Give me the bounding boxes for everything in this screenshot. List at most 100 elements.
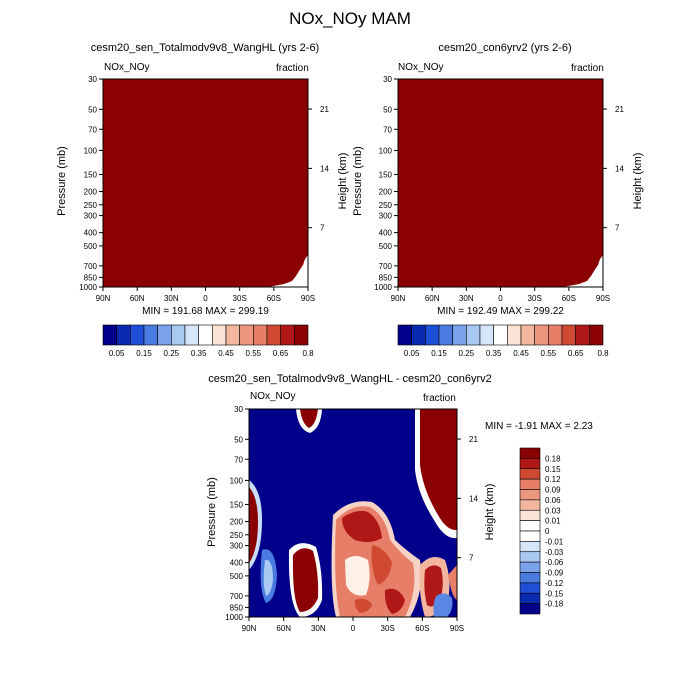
y-tick-label: 200 xyxy=(379,188,393,197)
x-tick-label: 90N xyxy=(391,294,406,303)
panel2-field xyxy=(398,79,603,287)
panel2-title: cesm20_con6yrv2 (yrs 2-6) xyxy=(438,42,572,54)
colorbar-swatch xyxy=(519,603,541,615)
y-tick-label: 200 xyxy=(230,518,244,527)
colorbar-swatch xyxy=(519,489,541,501)
colorbar-label: -0.12 xyxy=(545,579,564,588)
y-tick-label: 250 xyxy=(84,201,98,210)
colorbar-swatch xyxy=(519,561,541,573)
y-tick-label: 50 xyxy=(88,105,97,114)
colorbar-label: 0.55 xyxy=(246,349,262,358)
colorbar-label: -0.09 xyxy=(545,569,564,578)
y-tick-label: 400 xyxy=(379,229,393,238)
colorbar-label: 0.8 xyxy=(302,349,314,358)
y2-tick-label: 14 xyxy=(469,494,478,503)
y-tick-label: 850 xyxy=(379,273,393,282)
colorbar-label: 0.35 xyxy=(486,349,502,358)
y-tick-label: 300 xyxy=(84,212,98,221)
panel2-right-label: fraction xyxy=(571,63,604,74)
y-tick-label: 850 xyxy=(230,603,244,612)
y-tick-label: 500 xyxy=(379,242,393,251)
panel2-colorbar: 0.05 0.15 0.25 0.35 0.45 0.55 0.65 0.8 xyxy=(397,324,609,358)
y-tick-label: 1000 xyxy=(374,283,392,292)
panel1-left-label: NOx_NOy xyxy=(104,62,150,73)
y-tick-label: 200 xyxy=(84,188,98,197)
colorbar-label: 0.15 xyxy=(545,465,561,474)
x-tick-label: 60S xyxy=(562,294,576,303)
colorbar-swatch xyxy=(519,551,541,563)
panel1-title: cesm20_sen_Totalmodv9v8_WangHL (yrs 2-6) xyxy=(90,42,320,54)
colorbar-label: 0.25 xyxy=(459,349,475,358)
colorbar-label: 0.45 xyxy=(513,349,529,358)
panel3-left-label: NOx_NOy xyxy=(250,391,296,402)
panel1-right-label: fraction xyxy=(276,63,309,74)
panel2-left-label: NOx_NOy xyxy=(398,62,444,73)
x-tick-label: 0 xyxy=(351,624,356,633)
colorbar-label: 0.65 xyxy=(568,349,584,358)
x-tick-label: 90N xyxy=(96,294,111,303)
panel1-stats: MIN = 191.68 MAX = 299.19 xyxy=(142,306,269,317)
blob-right-top xyxy=(415,409,457,539)
y2-tick-label: 14 xyxy=(615,164,624,173)
y-tick-label: 50 xyxy=(383,105,392,114)
page-title: NOx_NOy MAM xyxy=(289,9,411,28)
colorbar-swatch xyxy=(519,582,541,594)
x-tick-label: 30S xyxy=(381,624,395,633)
colorbar-label: 0.05 xyxy=(109,349,125,358)
colorbar-label: 0.05 xyxy=(404,349,420,358)
y-tick-label: 30 xyxy=(383,75,392,84)
x-tick-label: 60S xyxy=(267,294,281,303)
colorbar-swatch xyxy=(519,509,541,521)
x-tick-label: 30S xyxy=(233,294,247,303)
colorbar-swatch xyxy=(519,520,541,532)
y2-tick-label: 7 xyxy=(615,224,620,233)
x-tick-label: 60N xyxy=(425,294,440,303)
blob-left xyxy=(249,480,262,570)
colorbar-label: 0.35 xyxy=(191,349,207,358)
colorbar-label: 0.25 xyxy=(164,349,180,358)
colorbar-label: 0.55 xyxy=(541,349,557,358)
y-tick-label: 500 xyxy=(230,572,244,581)
y2-tick-label: 21 xyxy=(320,105,329,114)
y2-tick-label: 21 xyxy=(469,435,478,444)
y-tick-label: 70 xyxy=(234,455,243,464)
blob-central xyxy=(331,501,422,617)
x-tick-label: 30N xyxy=(164,294,179,303)
y-tick-label: 150 xyxy=(230,500,244,509)
panel1-colorbar: 0.05 0.15 0.25 0.35 0.45 0.55 0.65 0.8 xyxy=(102,324,314,358)
y-tick-label: 300 xyxy=(379,212,393,221)
y-tick-label: 400 xyxy=(84,229,98,238)
x-tick-label: 30N xyxy=(311,624,326,633)
y2-tick-label: 21 xyxy=(615,105,624,114)
blob-top xyxy=(296,409,322,433)
x-tick-label: 60N xyxy=(130,294,145,303)
colorbar-swatch xyxy=(519,572,541,584)
colorbar-label: -0.15 xyxy=(545,589,564,598)
colorbar-swatch xyxy=(519,499,541,511)
colorbar-label: 0.01 xyxy=(545,517,561,526)
blob-lower-45n xyxy=(288,543,323,617)
colorbar-label: 0.09 xyxy=(545,486,561,495)
colorbar-swatch xyxy=(294,324,309,346)
y-tick-label: 500 xyxy=(84,242,98,251)
colorbar-label: -0.06 xyxy=(545,558,564,567)
colorbar-label: -0.03 xyxy=(545,548,564,557)
x-tick-label: 60S xyxy=(415,624,429,633)
y-tick-label: 700 xyxy=(84,262,98,271)
x-tick-label: 90S xyxy=(450,624,464,633)
colorbar-label: -0.01 xyxy=(545,537,564,546)
colorbar-label: 0.45 xyxy=(218,349,234,358)
colorbar-label: 0.06 xyxy=(545,496,561,505)
colorbar-label: 0.15 xyxy=(431,349,447,358)
y-tick-label: 150 xyxy=(379,170,393,179)
x-tick-label: 0 xyxy=(498,294,503,303)
colorbar-swatch xyxy=(519,478,541,490)
colorbar-swatch xyxy=(589,324,604,346)
y-tick-label: 850 xyxy=(84,273,98,282)
y-tick-label: 250 xyxy=(379,201,393,210)
y-tick-label: 30 xyxy=(234,405,243,414)
panel3-title: cesm20_sen_Totalmodv9v8_WangHL - cesm20_… xyxy=(208,373,492,385)
colorbar-label: 0.65 xyxy=(273,349,289,358)
